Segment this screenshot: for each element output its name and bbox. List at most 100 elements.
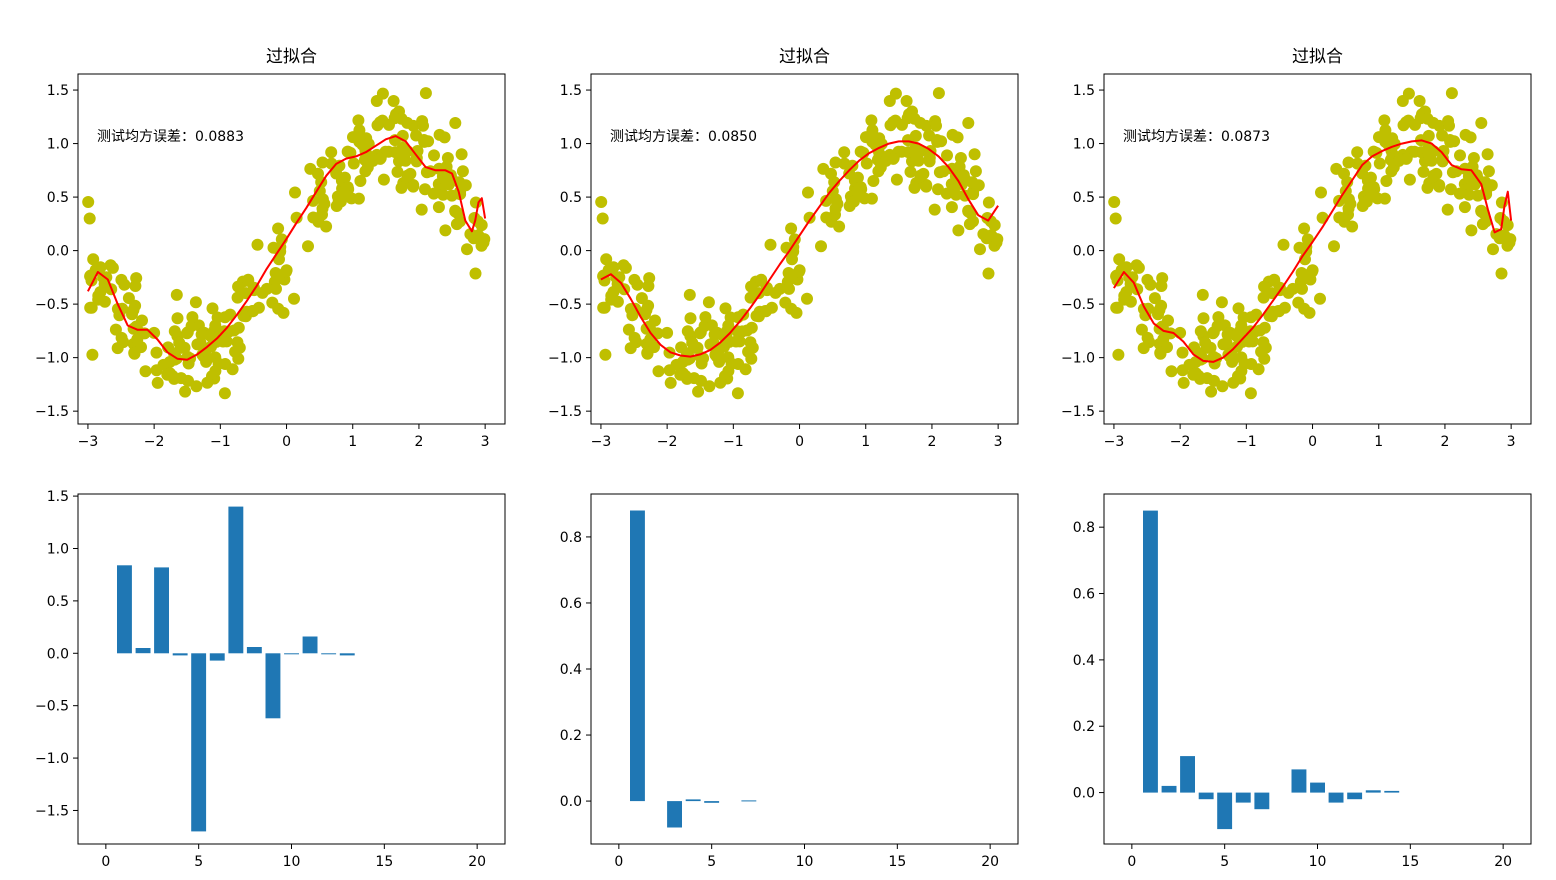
scatter-point: [1445, 87, 1458, 100]
scatter-point: [1422, 145, 1435, 158]
scatter-points: [1108, 87, 1517, 400]
scatter-point: [228, 324, 240, 337]
scatter-point: [371, 119, 384, 132]
scatter-point: [1378, 114, 1391, 127]
scatter-point: [280, 264, 293, 277]
bar: [154, 567, 169, 654]
x-tick-label: 0: [614, 854, 623, 870]
y-tick-label: −0.5: [1061, 297, 1095, 313]
scatter-point: [1232, 302, 1245, 315]
scatter-point: [1351, 146, 1364, 159]
scatter-point: [1501, 218, 1514, 231]
scatter-point: [136, 314, 148, 327]
scatter-point: [713, 355, 726, 368]
scatter-point: [1338, 167, 1350, 180]
scatter-point: [1448, 135, 1461, 148]
scatter-point: [694, 326, 707, 339]
scatter-point: [1268, 274, 1281, 287]
y-tick-label: 0.0: [47, 244, 69, 260]
x-tick-label: 15: [1401, 854, 1419, 870]
scatter-point: [661, 326, 674, 339]
scatter-point: [1189, 367, 1202, 380]
scatter-point: [1480, 215, 1492, 228]
x-tick-label: 2: [927, 434, 936, 450]
scatter-point: [115, 273, 128, 286]
bar: [667, 801, 682, 828]
scatter-point: [1471, 189, 1484, 202]
scatter-point: [1475, 204, 1488, 217]
scatter-point: [928, 203, 941, 216]
scatter-point: [1328, 240, 1340, 253]
scatter-point: [909, 145, 922, 158]
scatter-point: [352, 114, 365, 127]
scatter-point: [1413, 95, 1426, 107]
scatter-point: [900, 95, 913, 107]
scatter-point: [170, 288, 183, 301]
scatter-point: [422, 135, 435, 148]
y-tick-label: 0.0: [1073, 786, 1095, 802]
scatter-point: [954, 152, 967, 164]
scatter-point: [681, 325, 694, 338]
scatter-point: [1265, 287, 1278, 300]
bar: [191, 653, 207, 832]
scatter-point: [731, 325, 744, 338]
scatter-point: [741, 324, 753, 337]
scatter-point: [449, 204, 462, 217]
fit-line: [600, 140, 999, 358]
test-mse-annotation: 测试均方误差：0.0850: [610, 129, 757, 145]
scatter-point: [982, 196, 995, 209]
scatter-point: [708, 328, 721, 341]
scatter-point: [1112, 348, 1125, 361]
bar: [1347, 792, 1363, 800]
scatter-point: [1378, 192, 1391, 205]
x-tick-label: 10: [1309, 854, 1327, 870]
scatter-point: [643, 272, 656, 285]
scatter-point: [1400, 152, 1413, 165]
scatter-point: [1205, 385, 1218, 398]
test-mse-annotation: 测试均方误差：0.0873: [1123, 129, 1270, 145]
scatter-point: [1132, 261, 1145, 274]
scatter-point: [1421, 181, 1434, 194]
x-tick-label: −1: [210, 434, 231, 450]
bar: [172, 653, 188, 656]
axes-frame: [590, 73, 1019, 425]
scatter-point: [1397, 119, 1410, 132]
chart-1: −3 −2 −1 0 1 2 3 −1.5 −1.0 −0.5 0.0 0.5 1.0 1.5 过拟合测试均…: [35, 47, 506, 450]
y-tick-label: 0.8: [560, 530, 582, 546]
y-tick-label: 0.4: [1073, 653, 1095, 669]
scatter-point: [242, 274, 255, 287]
x-tick-label: 2: [414, 434, 423, 450]
scatter-point: [1303, 306, 1316, 319]
scatter-point: [209, 365, 222, 377]
scatter-point: [890, 173, 903, 186]
scatter-point: [1487, 243, 1499, 256]
scatter-point: [1227, 376, 1240, 389]
scatter-point: [318, 197, 331, 210]
scatter-point: [920, 180, 933, 193]
scatter-point: [387, 95, 400, 107]
scatter-point: [969, 165, 982, 178]
scatter-point: [1252, 363, 1265, 376]
x-tick-label: 1: [861, 434, 870, 450]
chart-title: 过拟合: [779, 47, 830, 67]
scatter-point: [649, 314, 661, 327]
chart-2: −3 −2 −1 0 1 2 3 −1.5 −1.0 −0.5 0.0 0.5 1.0 1.5 过拟合测试均…: [548, 47, 1019, 450]
scatter-point: [1237, 311, 1250, 324]
scatter-point: [714, 376, 727, 389]
scatter-point: [190, 380, 203, 393]
scatter-point: [200, 355, 213, 368]
scatter-point: [181, 326, 194, 339]
bar: [1291, 769, 1307, 793]
scatter-point: [1445, 183, 1457, 196]
scatter-point: [1109, 212, 1122, 225]
scatter-point: [932, 87, 945, 100]
bar: [1143, 510, 1158, 793]
scatter-point: [1165, 365, 1178, 378]
scatter-point: [428, 149, 440, 162]
scatter-point: [595, 196, 608, 208]
scatter-point: [352, 192, 365, 205]
scatter-point: [867, 175, 880, 187]
scatter-points: [595, 87, 1004, 400]
axes-frame: [77, 493, 506, 845]
scatter-point: [267, 241, 280, 254]
